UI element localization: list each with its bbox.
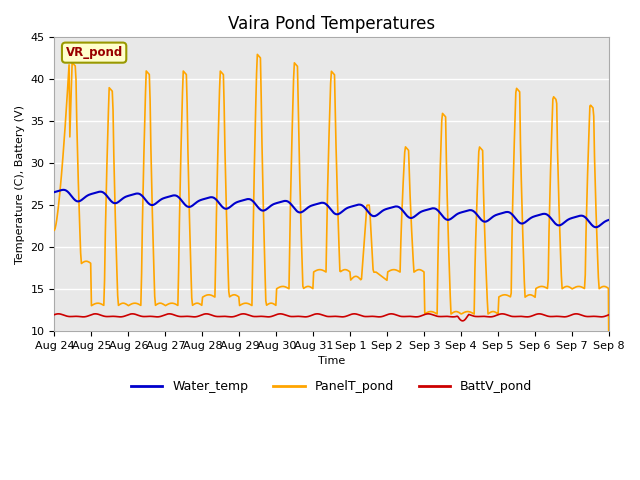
Y-axis label: Temperature (C), Battery (V): Temperature (C), Battery (V) bbox=[15, 105, 25, 264]
Title: Vaira Pond Temperatures: Vaira Pond Temperatures bbox=[228, 15, 435, 33]
X-axis label: Time: Time bbox=[318, 356, 346, 366]
Text: VR_pond: VR_pond bbox=[65, 46, 123, 59]
Legend: Water_temp, PanelT_pond, BattV_pond: Water_temp, PanelT_pond, BattV_pond bbox=[126, 375, 538, 398]
